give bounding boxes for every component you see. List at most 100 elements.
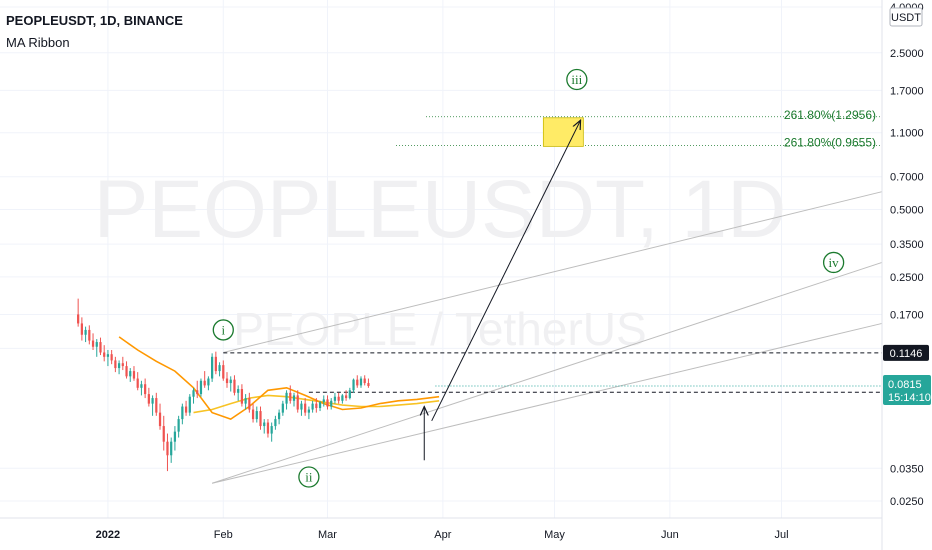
candle-body <box>147 394 150 404</box>
y-tick-label: 1.7000 <box>890 85 924 97</box>
candle-body <box>184 406 188 413</box>
y-tick-label: 0.2500 <box>890 272 924 284</box>
target-box <box>542 117 584 147</box>
candle-body <box>196 390 199 395</box>
price-badge <box>883 344 929 361</box>
candle-body <box>322 399 325 403</box>
currency-badge[interactable] <box>889 7 923 27</box>
candle-body <box>255 411 258 420</box>
candle-body <box>277 412 281 420</box>
candle-body <box>348 390 351 399</box>
candle-body <box>251 409 255 420</box>
candle-body <box>289 392 292 401</box>
y-tick-label: 0.0250 <box>890 496 924 508</box>
candle-body <box>99 342 102 353</box>
candle-body <box>155 398 158 413</box>
candle-body <box>304 403 307 413</box>
bar-countdown-label: 15:14:10 <box>888 392 931 404</box>
candle-body <box>244 398 247 404</box>
watermark-description: PEOPLE / TetherUS <box>233 303 646 355</box>
candle-body <box>356 379 359 386</box>
candle-body <box>166 441 169 456</box>
last-price-label: 0.0815 <box>888 379 922 391</box>
symbol-title[interactable]: PEOPLEUSDT, 1D, BINANCE <box>6 13 183 28</box>
wave-label-text: i <box>221 322 225 337</box>
candle-body <box>103 352 106 357</box>
candle-body <box>91 340 95 347</box>
x-tick-label: Feb <box>214 529 233 541</box>
candle-body <box>132 371 136 379</box>
candle-body <box>307 409 311 413</box>
projection-arrow <box>431 120 581 422</box>
y-tick-label: 0.3500 <box>890 239 924 251</box>
candle-body <box>162 426 165 442</box>
candle-body <box>158 412 162 427</box>
candle-body <box>199 380 203 395</box>
candle-body <box>188 396 191 413</box>
fib-level-label: 261.80%(1.2956) <box>784 108 876 122</box>
last-price-badge <box>883 375 931 406</box>
candle-body <box>88 329 91 341</box>
wave-label-circle <box>212 319 234 341</box>
watermark-symbol: PEOPLEUSDT, 1D <box>94 164 787 255</box>
candle-body <box>77 314 80 324</box>
price-badge-label: 0.1146 <box>890 348 923 360</box>
candle-body <box>266 422 270 434</box>
candle-body <box>203 380 206 386</box>
candle-body <box>222 365 225 379</box>
candle-body <box>225 378 229 384</box>
candle-body <box>292 395 296 401</box>
candle-body <box>237 389 240 393</box>
currency-badge-label[interactable]: USDT <box>891 12 921 24</box>
candle-body <box>326 399 329 407</box>
y-tick-label: 2.5000 <box>890 48 924 60</box>
candle-body <box>95 342 98 347</box>
candle-body <box>84 329 87 335</box>
wave-label-circle <box>822 251 845 274</box>
candle-body <box>110 354 113 361</box>
y-tick-label: 0.5000 <box>890 204 924 216</box>
candle-body <box>274 419 277 427</box>
y-tick-label: 0.7000 <box>890 172 924 184</box>
channel-line <box>212 322 883 484</box>
candle-body <box>300 403 303 410</box>
candle-body <box>170 441 173 456</box>
y-tick-label: 0.0350 <box>890 463 924 475</box>
x-tick-label: Jul <box>774 529 788 541</box>
candle-body <box>192 390 195 397</box>
wave-label-text: iv <box>829 255 840 270</box>
x-tick-label: Apr <box>434 529 451 541</box>
candle-body <box>352 379 355 391</box>
channel-line <box>223 191 883 353</box>
indicator-label[interactable]: MA Ribbon <box>6 35 70 50</box>
x-tick-label: May <box>544 529 565 541</box>
candle-body <box>296 395 299 410</box>
candle-body <box>117 363 121 369</box>
candle-body <box>315 403 318 409</box>
candle-body <box>181 406 184 420</box>
candle-body <box>218 365 221 372</box>
candle-body <box>233 379 236 393</box>
candle-body <box>151 398 154 404</box>
ma-ribbon-fast-line <box>118 336 440 420</box>
x-tick-label: Mar <box>318 529 337 541</box>
wave-label-text: iii <box>571 72 582 87</box>
candle-body <box>263 422 266 427</box>
x-tick-label: Jun <box>661 529 679 541</box>
candle-body <box>125 366 128 377</box>
candle-body <box>330 400 333 407</box>
candle-body <box>140 384 143 388</box>
y-tick-label: 1.1000 <box>890 128 924 140</box>
candle-body <box>240 389 244 404</box>
candle-body <box>359 378 363 386</box>
candle-body <box>106 354 110 357</box>
fib-level-label: 261.80%(0.9655) <box>784 135 876 149</box>
candle-body <box>337 396 340 401</box>
candle-body <box>285 392 288 404</box>
channel-line <box>211 261 883 484</box>
wave-label-circle <box>298 466 320 488</box>
candle-body <box>136 378 139 388</box>
candle-body <box>229 379 232 384</box>
